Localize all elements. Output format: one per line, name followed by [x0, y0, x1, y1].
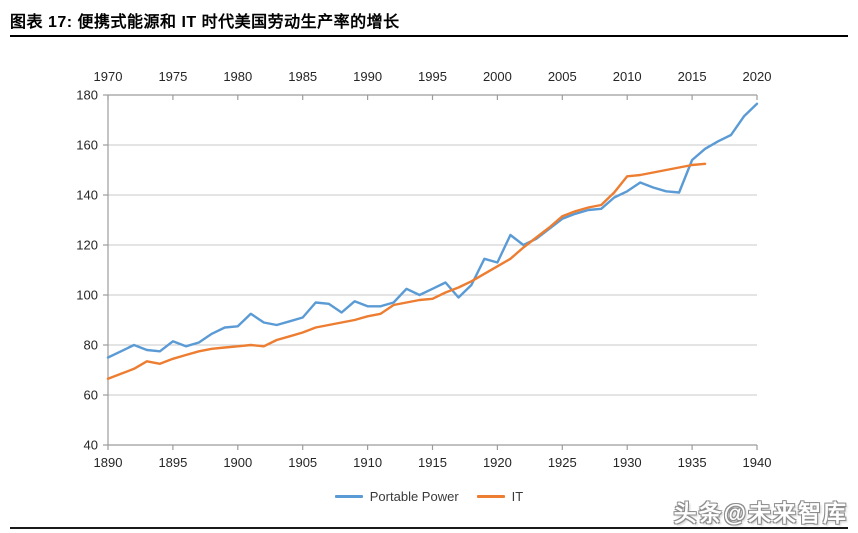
- y-tick-label-100: 100: [76, 288, 98, 303]
- bottom-tick-label-1895: 1895: [158, 455, 187, 470]
- bottom-tick-label-1920: 1920: [483, 455, 512, 470]
- top-tick-label-2000: 2000: [483, 69, 512, 84]
- top-tick-label-1995: 1995: [418, 69, 447, 84]
- title-divider: [10, 35, 848, 37]
- bottom-tick-label-1930: 1930: [613, 455, 642, 470]
- series-line-portable-power: [106, 102, 759, 359]
- y-tick-label-180: 180: [76, 88, 98, 103]
- page-bottom-divider: [10, 527, 848, 529]
- productivity-line-chart: 180 160 140 120 100 80 60 40 1970 1975 1980 1985 199…: [76, 69, 772, 470]
- bottom-tick-label-1905: 1905: [288, 455, 317, 470]
- top-tick-label-2005: 2005: [548, 69, 577, 84]
- top-tick-label-1990: 1990: [353, 69, 382, 84]
- bottom-tick-label-1940: 1940: [743, 455, 772, 470]
- top-tick-label-2020: 2020: [743, 69, 772, 84]
- portable-power-line-swatch: [334, 495, 363, 498]
- bottom-tick-label-1915: 1915: [418, 455, 447, 470]
- legend-item-it: IT: [476, 489, 524, 504]
- y-tick-label-120: 120: [76, 238, 98, 253]
- top-tick-label-1975: 1975: [158, 69, 187, 84]
- y-tick-label-60: 60: [84, 388, 98, 403]
- series-line-it: [106, 162, 707, 380]
- y-tick-label-160: 160: [76, 138, 98, 153]
- top-tick-label-2010: 2010: [613, 69, 642, 84]
- bottom-tick-label-1910: 1910: [353, 455, 382, 470]
- bottom-tick-label-1900: 1900: [223, 455, 252, 470]
- chart-legend: Portable Power IT: [0, 489, 858, 504]
- top-tick-label-1985: 1985: [288, 69, 317, 84]
- bottom-tick-label-1925: 1925: [548, 455, 577, 470]
- y-tick-label-140: 140: [76, 188, 98, 203]
- legend-item-portable-power: Portable Power: [334, 489, 459, 504]
- toutiao-watermark: 头条@未来智库: [673, 500, 848, 526]
- top-tick-label-1980: 1980: [223, 69, 252, 84]
- top-tick-label-1970: 1970: [94, 69, 123, 84]
- it-line-swatch: [476, 495, 505, 498]
- bottom-tick-label-1935: 1935: [678, 455, 707, 470]
- y-tick-label-40: 40: [84, 438, 98, 453]
- legend-label-it: IT: [511, 489, 524, 504]
- bottom-tick-label-1890: 1890: [94, 455, 123, 470]
- top-tick-label-2015: 2015: [678, 69, 707, 84]
- legend-label-portable-power: Portable Power: [369, 489, 459, 504]
- chart-title: 图表 17: 便携式能源和 IT 时代美国劳动生产率的增长: [10, 14, 400, 31]
- y-tick-label-80: 80: [84, 338, 98, 353]
